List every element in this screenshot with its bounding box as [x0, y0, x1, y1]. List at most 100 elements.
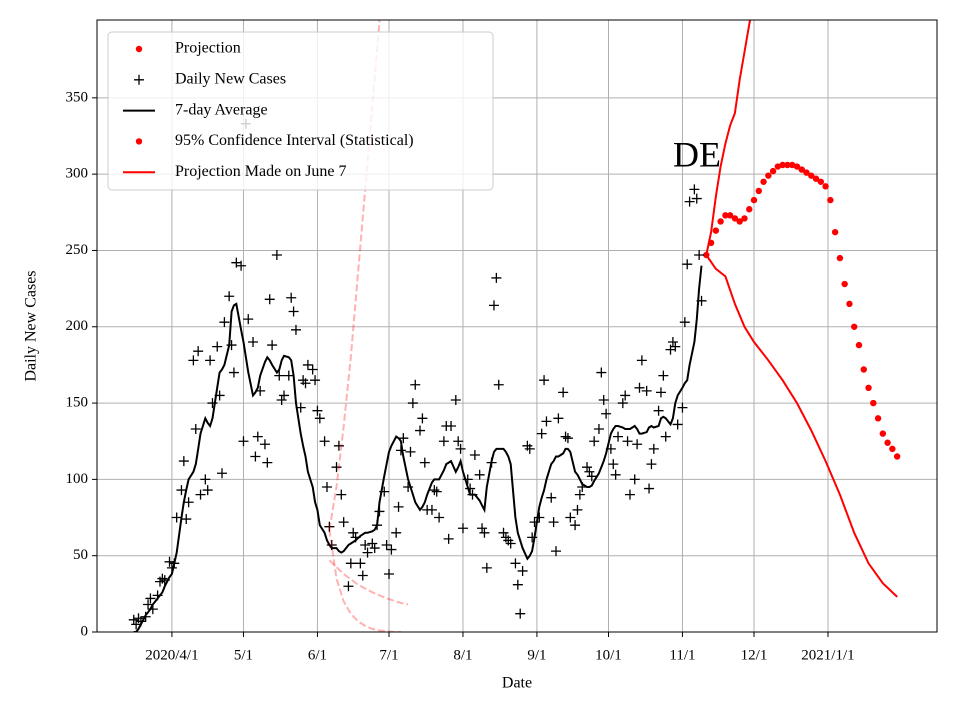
projection-dot	[798, 166, 805, 173]
projection-dot	[779, 161, 786, 169]
case-marker	[274, 370, 285, 381]
case-marker	[205, 355, 216, 366]
case-marker	[310, 375, 321, 386]
case-marker	[450, 395, 461, 406]
case-marker	[570, 520, 581, 531]
x-axis-label: Date	[502, 675, 532, 692]
case-marker	[145, 593, 156, 604]
case-marker	[419, 457, 430, 468]
case-marker	[243, 314, 254, 325]
case-marker	[560, 431, 571, 442]
case-marker	[641, 385, 652, 396]
case-marker	[143, 599, 154, 610]
case-marker	[202, 485, 213, 496]
case-marker	[259, 439, 270, 450]
case-marker	[634, 382, 645, 393]
case-marker	[574, 489, 585, 500]
line	[705, 254, 898, 598]
projection-dot	[884, 439, 891, 446]
case-marker	[648, 443, 659, 454]
case-marker	[190, 424, 201, 435]
x-tick-label: 11/1	[669, 647, 695, 663]
case-marker	[601, 408, 612, 419]
x-tick-label: 9/1	[527, 647, 546, 663]
projection-dot	[874, 415, 882, 422]
case-marker	[217, 468, 228, 479]
projection-dot	[726, 212, 734, 219]
y-tick-label: 300	[66, 166, 89, 182]
case-marker	[558, 387, 569, 398]
projection-dot	[822, 183, 829, 190]
case-marker	[355, 558, 366, 569]
case-marker	[684, 196, 695, 207]
case-marker	[541, 416, 552, 427]
case-marker	[551, 546, 562, 557]
projection-dot	[755, 187, 762, 195]
case-marker	[250, 451, 261, 462]
projection-dot	[769, 167, 777, 175]
case-marker	[629, 474, 640, 485]
ticks: 0 50 100 150 200 250 300 350 2020/4/1 5/1 6/1 7/1 8/…	[66, 89, 855, 663]
case-marker	[510, 558, 521, 569]
projection-dot	[750, 196, 758, 204]
case-marker	[438, 436, 449, 447]
case-marker	[178, 456, 189, 467]
case-marker	[276, 395, 287, 406]
case-marker	[655, 387, 666, 398]
case-marker	[417, 413, 428, 424]
projection-dot	[889, 445, 896, 453]
case-marker	[193, 346, 204, 357]
plot-area	[128, 20, 901, 632]
case-marker	[498, 527, 509, 538]
case-marker	[286, 292, 297, 303]
projection-dot	[836, 254, 844, 262]
case-marker	[157, 573, 168, 584]
case-marker	[562, 433, 573, 444]
case-marker	[212, 341, 223, 352]
case-marker	[689, 184, 700, 195]
projection-dot	[860, 366, 867, 373]
projection-dot	[855, 341, 863, 349]
y-tick-label: 150	[66, 395, 89, 411]
case-marker	[453, 436, 464, 447]
projection-dot	[841, 280, 848, 288]
x-tick-label: 6/1	[308, 647, 327, 663]
x-tick-label: 12/1	[741, 647, 768, 663]
case-marker	[455, 443, 466, 454]
case-marker	[646, 459, 657, 470]
case-marker	[283, 370, 294, 381]
case-marker	[407, 398, 418, 409]
projection-dot	[817, 178, 825, 185]
case-marker	[343, 581, 354, 592]
legend-marker	[135, 45, 143, 53]
case-marker	[307, 364, 318, 375]
case-marker	[593, 424, 604, 435]
projection-dot	[893, 453, 901, 460]
case-marker	[176, 485, 187, 496]
projection-dot	[879, 430, 887, 437]
case-marker	[553, 413, 564, 424]
case-marker	[617, 398, 628, 409]
case-marker	[228, 367, 239, 378]
case-marker	[360, 540, 371, 551]
case-marker	[584, 466, 595, 477]
case-marker	[288, 306, 299, 317]
case-marker	[636, 355, 647, 366]
case-marker	[362, 547, 373, 558]
case-marker	[660, 431, 671, 442]
projection-dot	[731, 215, 739, 222]
annotation: DE	[673, 134, 721, 174]
case-marker	[653, 405, 664, 416]
x-tick-label: 5/1	[234, 647, 253, 663]
projection-dot	[741, 215, 748, 222]
case-marker	[443, 533, 454, 544]
case-marker	[262, 457, 273, 468]
case-marker	[393, 501, 404, 512]
line	[705, 20, 752, 256]
x-tick-label: 8/1	[453, 647, 472, 663]
case-marker	[324, 521, 335, 532]
projection-dot	[712, 227, 720, 234]
case-marker	[505, 538, 516, 549]
case-marker	[415, 425, 426, 436]
